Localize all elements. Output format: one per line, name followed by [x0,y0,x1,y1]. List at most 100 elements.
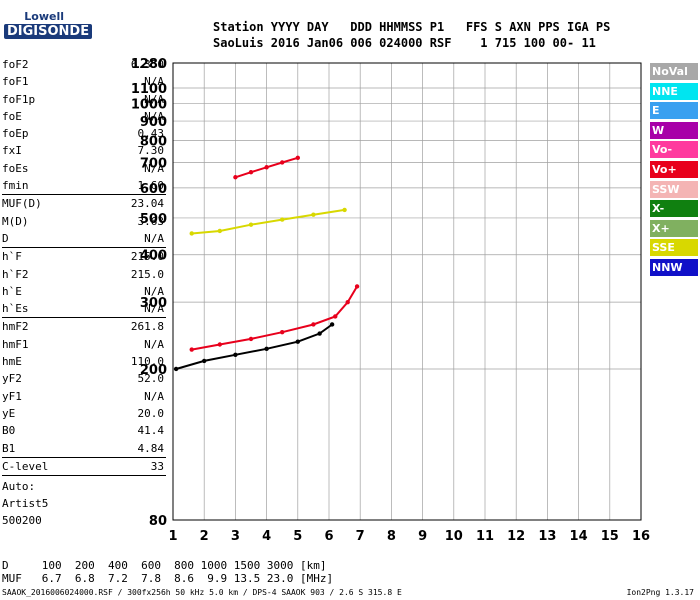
echo-point [280,160,285,165]
x-tick-label: 13 [538,529,556,544]
plot-border [172,62,642,521]
param-name: h`F [2,250,22,264]
param-divider [2,475,166,477]
param-divider [2,456,166,458]
x-tick-label: 1 [168,529,177,544]
x-tick-label: 10 [445,529,463,544]
param-row: M(D) 3.63 [2,213,166,230]
param-value: N/A [144,337,164,351]
footer-file-line: SAAOK_2016006024000.RSF / 300fx256h 50 k… [2,588,402,597]
echo-trace-line [191,208,345,235]
param-value: N/A [144,231,164,245]
echo-point [295,155,300,161]
param-name: h`E [2,284,22,298]
echo-point [233,175,238,180]
y-tick-label: 200 [140,363,167,378]
logo-line1: Lowell [24,10,64,23]
param-row: D N/A [2,230,166,247]
param-row: fxI 7.30 [2,142,166,159]
echo-point [329,322,335,327]
param-divider [2,317,166,319]
echo-point [217,342,222,347]
echo-point [248,336,254,342]
echo-point [264,346,269,352]
footer-muf-line: MUF 6.7 6.8 7.2 7.8 8.6 9.9 13.5 23.0 [M… [2,572,334,585]
x-tick-label: 7 [356,529,365,544]
echo-point [295,339,300,344]
param-row: hmF1 N/A [2,336,166,353]
legend-item: SSW [650,180,698,198]
param-value: 110.0 [130,355,164,369]
echo-point [333,314,338,319]
echo-point [202,358,207,364]
param-value: 4.84 [137,441,165,455]
echo-point [354,284,360,289]
param-row: h`F2 215.0 [2,266,166,283]
header-line1: Station YYYY DAY DDD HHMMSS P1 FFS S AXN… [213,20,611,34]
y-tick-label: 700 [140,156,167,171]
legend-item: NNW [650,258,698,276]
param-row: fmin 1.60 [2,177,166,194]
y-tick-label: 600 [140,182,167,197]
param-name: foF1 [2,75,29,89]
param-row: yF2 52.0 [2,370,166,387]
param-name: M(D) [2,214,29,228]
param-value: 1.60 [137,179,165,193]
footer-version: Ion2Png 1.3.17 [626,588,694,597]
x-tick-label: 4 [262,529,271,544]
param-value: 215.0 [130,250,164,264]
legend-item: X+ [650,219,698,237]
echo-point [264,165,269,170]
param-row: hmF2 261.8 [2,318,166,335]
param-name: foE [2,109,22,123]
y-tick-label: 80 [149,514,167,529]
x-tick-label: 11 [476,529,494,544]
x-tick-label: 8 [387,529,396,544]
param-name: B0 [2,424,16,438]
param-name: hmE [2,355,22,369]
y-tick-label: 900 [140,115,167,130]
x-tick-label: 14 [570,529,588,544]
x-tick-label: 16 [632,529,650,544]
header-line2: SaoLuis 2016 Jan06 006 024000 RSF 1 715 … [213,36,596,50]
echo-point [248,222,254,227]
param-value: 0.43 [137,127,165,141]
param-name: D [2,231,9,245]
param-name: hmF2 [2,320,29,334]
logo-line2: DIGISONDE [4,24,93,39]
param-row: h`Es N/A [2,300,166,317]
param-row: h`F 215.0 [2,248,166,265]
auto-code: 500200 [2,514,42,527]
param-value: 215.0 [130,267,164,281]
param-value: N/A [144,284,164,298]
param-row: foF1 N/A [2,73,166,90]
param-row: foF2 6.350 [2,56,166,73]
y-tick-label: 1000 [131,98,167,113]
parameter-panel: foF2 6.350 foF1 N/A foF1p N/A foE N/A foEp 0.43 fx… [2,56,166,477]
legend-item: E [650,102,698,120]
echo-point [189,347,194,352]
param-value: N/A [144,302,164,316]
param-name: MUF(D) [2,197,42,211]
footer-d-line: D 100 200 400 600 800 1000 1500 3000 [km… [2,559,327,572]
x-tick-label: 12 [507,529,525,544]
param-row: hmE 110.0 [2,353,166,370]
param-name: yE [2,406,16,420]
param-row: C-level 33 [2,458,166,475]
param-value: N/A [144,75,164,89]
echo-point [317,331,322,336]
param-name: foF2 [2,58,29,71]
plot-area [172,62,642,521]
param-value: 261.8 [130,320,164,334]
echo-point [248,169,254,175]
echo-point [280,329,285,335]
param-name: fmin [2,179,29,193]
echo-point [345,299,350,305]
param-value: 7.30 [137,144,165,158]
param-row: foE N/A [2,108,166,125]
param-name: h`F2 [2,267,29,281]
y-tick-label: 1280 [131,57,167,72]
x-tick-label: 3 [231,529,240,544]
y-tick-label: 300 [140,296,167,311]
